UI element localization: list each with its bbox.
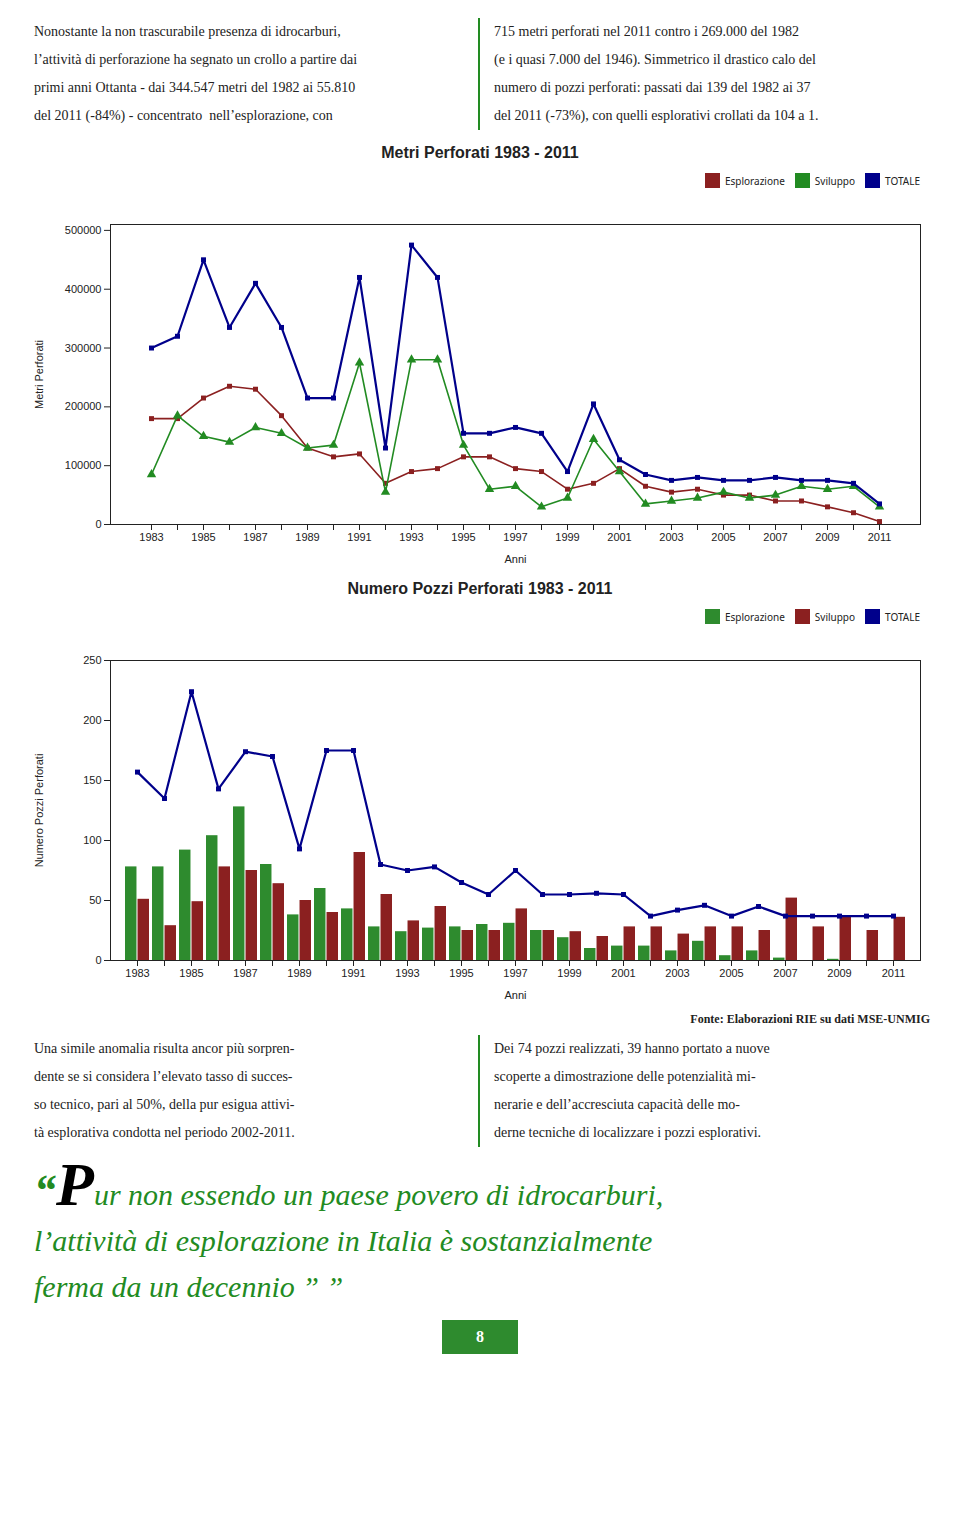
svg-text:1997: 1997 <box>503 967 527 979</box>
svg-text:400000: 400000 <box>65 283 102 295</box>
svg-text:1997: 1997 <box>503 531 527 543</box>
svg-text:1989: 1989 <box>287 967 311 979</box>
svg-text:50: 50 <box>89 894 101 906</box>
html-text:715 metri perforati nel 2011 c: 715 metri perforati nel 2011 contro i 26… <box>494 24 819 123</box>
svg-text:100000: 100000 <box>65 459 102 471</box>
svg-text:100: 100 <box>83 834 101 846</box>
html-text:TOTALE: TOTALE <box>885 609 920 624</box>
svg-text:200: 200 <box>83 714 101 726</box>
svg-text:1999: 1999 <box>557 967 581 979</box>
svg-text:150: 150 <box>83 774 101 786</box>
html-text:Esplorazione: Esplorazione <box>725 609 785 624</box>
svg-text:2011: 2011 <box>882 967 906 979</box>
svg-text:1999: 1999 <box>555 531 579 543</box>
html-text:“P: “P <box>34 1150 94 1218</box>
svg-text:2005: 2005 <box>719 967 743 979</box>
html-text:Dei 74 pozzi realizzati, 39 ha: Dei 74 pozzi realizzati, 39 hanno portat… <box>494 1041 770 1140</box>
svg-text:1985: 1985 <box>191 531 215 543</box>
svg-text:Anni: Anni <box>504 553 526 565</box>
svg-text:Anni: Anni <box>504 989 526 1001</box>
svg-text:1989: 1989 <box>295 531 319 543</box>
svg-text:Metri Perforati: Metri Perforati <box>33 340 45 409</box>
svg-text:2011: 2011 <box>868 531 892 543</box>
svg-text:250: 250 <box>83 654 101 666</box>
svg-text:2009: 2009 <box>827 967 851 979</box>
svg-text:2003: 2003 <box>659 531 683 543</box>
html-text:8: 8 <box>476 1328 484 1345</box>
svg-text:1993: 1993 <box>399 531 423 543</box>
html-text:TOTALE: TOTALE <box>885 173 920 188</box>
html-text:Nonostante la non trascurabile: Nonostante la non trascurabile presenza … <box>34 24 357 123</box>
html-text:Metri Perforati 1983 - 2011: Metri Perforati 1983 - 2011 <box>381 144 579 161</box>
svg-text:0: 0 <box>95 518 101 530</box>
svg-text:2009: 2009 <box>815 531 839 543</box>
svg-text:1987: 1987 <box>243 531 267 543</box>
svg-text:Numero Pozzi Perforati: Numero Pozzi Perforati <box>33 754 45 868</box>
html-text:Sviluppo: Sviluppo <box>814 609 856 624</box>
svg-text:1985: 1985 <box>179 967 203 979</box>
html-text:Una simile anomalia risulta an: Una simile anomalia risulta ancor più so… <box>34 1041 295 1140</box>
svg-text:200000: 200000 <box>65 400 102 412</box>
html-text:Esplorazione: Esplorazione <box>725 173 785 188</box>
svg-text:2007: 2007 <box>773 967 797 979</box>
svg-text:300000: 300000 <box>65 342 102 354</box>
svg-text:2001: 2001 <box>607 531 631 543</box>
html-text:ur non essendo un paese povero: ur non essendo un paese povero di idroca… <box>34 1178 664 1303</box>
svg-text:1991: 1991 <box>347 531 371 543</box>
svg-text:2005: 2005 <box>711 531 735 543</box>
svg-text:1987: 1987 <box>233 967 257 979</box>
html-text:Numero Pozzi Perforati 1983 -: Numero Pozzi Perforati 1983 - 2011 <box>347 580 613 597</box>
svg-text:0: 0 <box>95 954 101 966</box>
svg-text:1995: 1995 <box>449 967 473 979</box>
svg-text:2007: 2007 <box>763 531 787 543</box>
html-text:Sviluppo: Sviluppo <box>814 173 856 188</box>
svg-text:1991: 1991 <box>341 967 365 979</box>
svg-text:500000: 500000 <box>65 224 102 236</box>
svg-text:1983: 1983 <box>125 967 149 979</box>
svg-text:2003: 2003 <box>665 967 689 979</box>
svg-text:1995: 1995 <box>451 531 475 543</box>
svg-text:1983: 1983 <box>139 531 163 543</box>
html-text:Fonte: Elaborazioni RIE su dat: Fonte: Elaborazioni RIE su dati MSE-UNMI… <box>690 1012 930 1026</box>
svg-text:2001: 2001 <box>611 967 635 979</box>
svg-text:1993: 1993 <box>395 967 419 979</box>
